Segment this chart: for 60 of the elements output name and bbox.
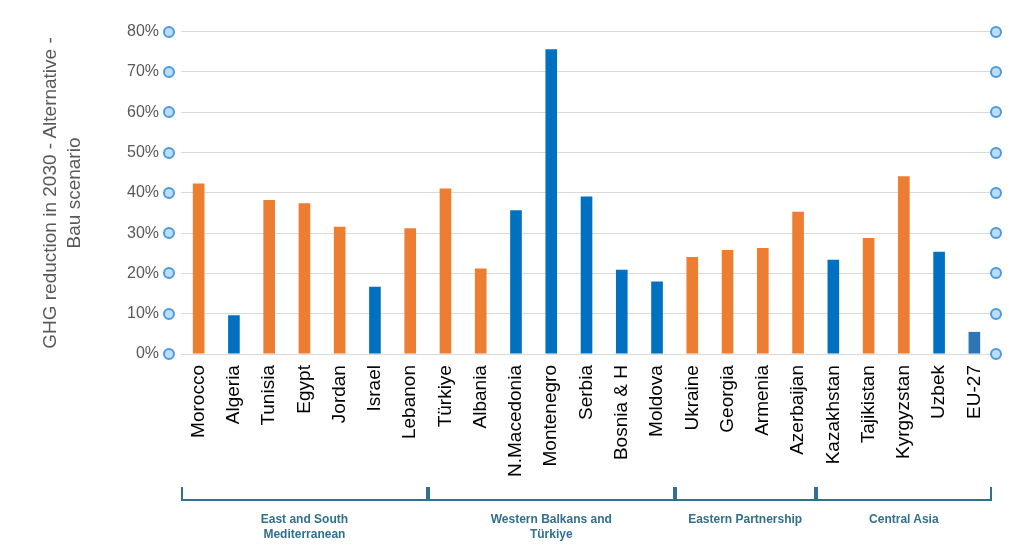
y-tick-label: 30% [126, 223, 160, 241]
x-tick-label: Azerbaijan [786, 365, 808, 455]
y-tick-label: 40% [126, 183, 160, 201]
bar [756, 248, 769, 354]
bar [651, 281, 663, 354]
y-tick-label: 0% [135, 344, 160, 362]
y-tick-label: 10% [126, 304, 160, 322]
x-tick-label: N.Macedonia [504, 364, 526, 477]
bar [474, 268, 487, 354]
bar [968, 331, 981, 354]
x-tick-label: Georgia [715, 364, 737, 433]
bar [898, 176, 910, 354]
x-tick-label: Uzbek [927, 364, 949, 419]
text: East and South Mediterranean [259, 512, 350, 542]
bar [263, 200, 275, 354]
bar [545, 49, 558, 354]
x-tick-label: Jordan [327, 365, 349, 424]
bar [228, 315, 240, 354]
x-tick-label: Bosnia & H [610, 365, 632, 461]
bar [510, 210, 522, 354]
x-tick-label: Tajikistan [856, 365, 878, 444]
x-tick-label: Kyrgyzstan [892, 365, 914, 460]
y-tick-label: 20% [126, 263, 160, 281]
x-tick-label: Serbia [574, 364, 596, 420]
bar [686, 256, 699, 354]
x-tick-label: Armenia [751, 364, 773, 436]
bar [862, 237, 875, 354]
x-tick-label: Moldova [645, 364, 667, 437]
bar [792, 211, 804, 354]
bar [192, 183, 205, 354]
x-tick-label: Albania [468, 364, 490, 429]
bar [369, 286, 381, 354]
y-tick-label: 50% [126, 142, 160, 160]
y-tick-label: 80% [126, 22, 160, 40]
x-tick-label: Tunisia [257, 364, 279, 426]
bar [721, 250, 734, 354]
bar [439, 188, 452, 354]
x-tick-label: Egypt [292, 364, 314, 414]
x-tick-label: Montenegro [539, 365, 561, 467]
text: Central Asia [868, 512, 940, 527]
x-tick-label: Algeria [222, 364, 244, 425]
y-tick-label: 60% [126, 102, 160, 120]
bar [933, 251, 945, 354]
text: Western Balkans and Türkiye [489, 512, 613, 542]
text: Eastern Partnership [687, 512, 804, 527]
bar [827, 259, 840, 354]
bar [580, 196, 593, 354]
x-tick-label: Lebanon [398, 365, 420, 440]
bar [404, 228, 417, 354]
x-tick-label: Kazakhstan [821, 365, 843, 465]
x-tick-label: Türkiye [433, 365, 455, 428]
bar [333, 226, 346, 354]
bar [298, 203, 311, 354]
y-axis-title: GHG reduction in 2030 - Alternative - Bau scenario [38, 36, 85, 351]
x-tick-label: Ukraine [680, 365, 702, 431]
x-tick-label: EU-27 [962, 365, 984, 419]
x-tick-label: Israel [363, 365, 385, 412]
x-tick-label: Morocco [186, 365, 208, 438]
bar [615, 269, 628, 354]
y-tick-label: 70% [126, 62, 160, 80]
